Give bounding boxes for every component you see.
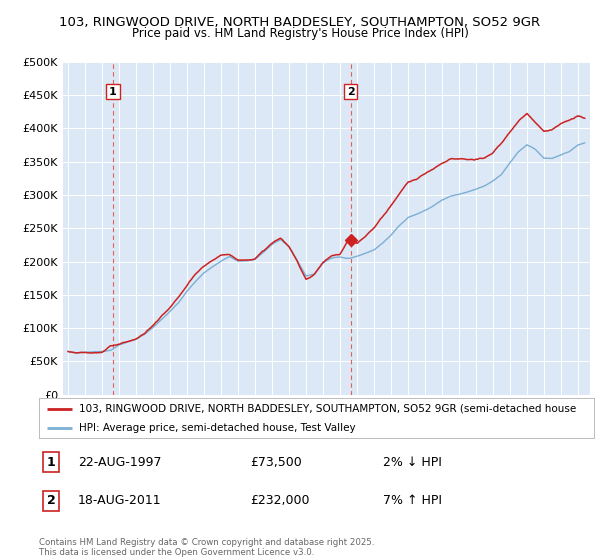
Text: 1: 1 xyxy=(109,87,117,96)
Text: 103, RINGWOOD DRIVE, NORTH BADDESLEY, SOUTHAMPTON, SO52 9GR: 103, RINGWOOD DRIVE, NORTH BADDESLEY, SO… xyxy=(59,16,541,29)
Text: £232,000: £232,000 xyxy=(250,494,310,507)
Text: 18-AUG-2011: 18-AUG-2011 xyxy=(78,494,161,507)
Text: Price paid vs. HM Land Registry's House Price Index (HPI): Price paid vs. HM Land Registry's House … xyxy=(131,27,469,40)
Text: 103, RINGWOOD DRIVE, NORTH BADDESLEY, SOUTHAMPTON, SO52 9GR (semi-detached house: 103, RINGWOOD DRIVE, NORTH BADDESLEY, SO… xyxy=(79,404,576,414)
Text: 2: 2 xyxy=(47,494,56,507)
Text: 1: 1 xyxy=(47,456,56,469)
Text: HPI: Average price, semi-detached house, Test Valley: HPI: Average price, semi-detached house,… xyxy=(79,423,356,433)
Text: 2: 2 xyxy=(347,87,355,96)
Text: £73,500: £73,500 xyxy=(250,456,302,469)
Text: Contains HM Land Registry data © Crown copyright and database right 2025.
This d: Contains HM Land Registry data © Crown c… xyxy=(39,538,374,557)
Text: 22-AUG-1997: 22-AUG-1997 xyxy=(78,456,161,469)
Text: 2% ↓ HPI: 2% ↓ HPI xyxy=(383,456,442,469)
Text: 7% ↑ HPI: 7% ↑ HPI xyxy=(383,494,442,507)
